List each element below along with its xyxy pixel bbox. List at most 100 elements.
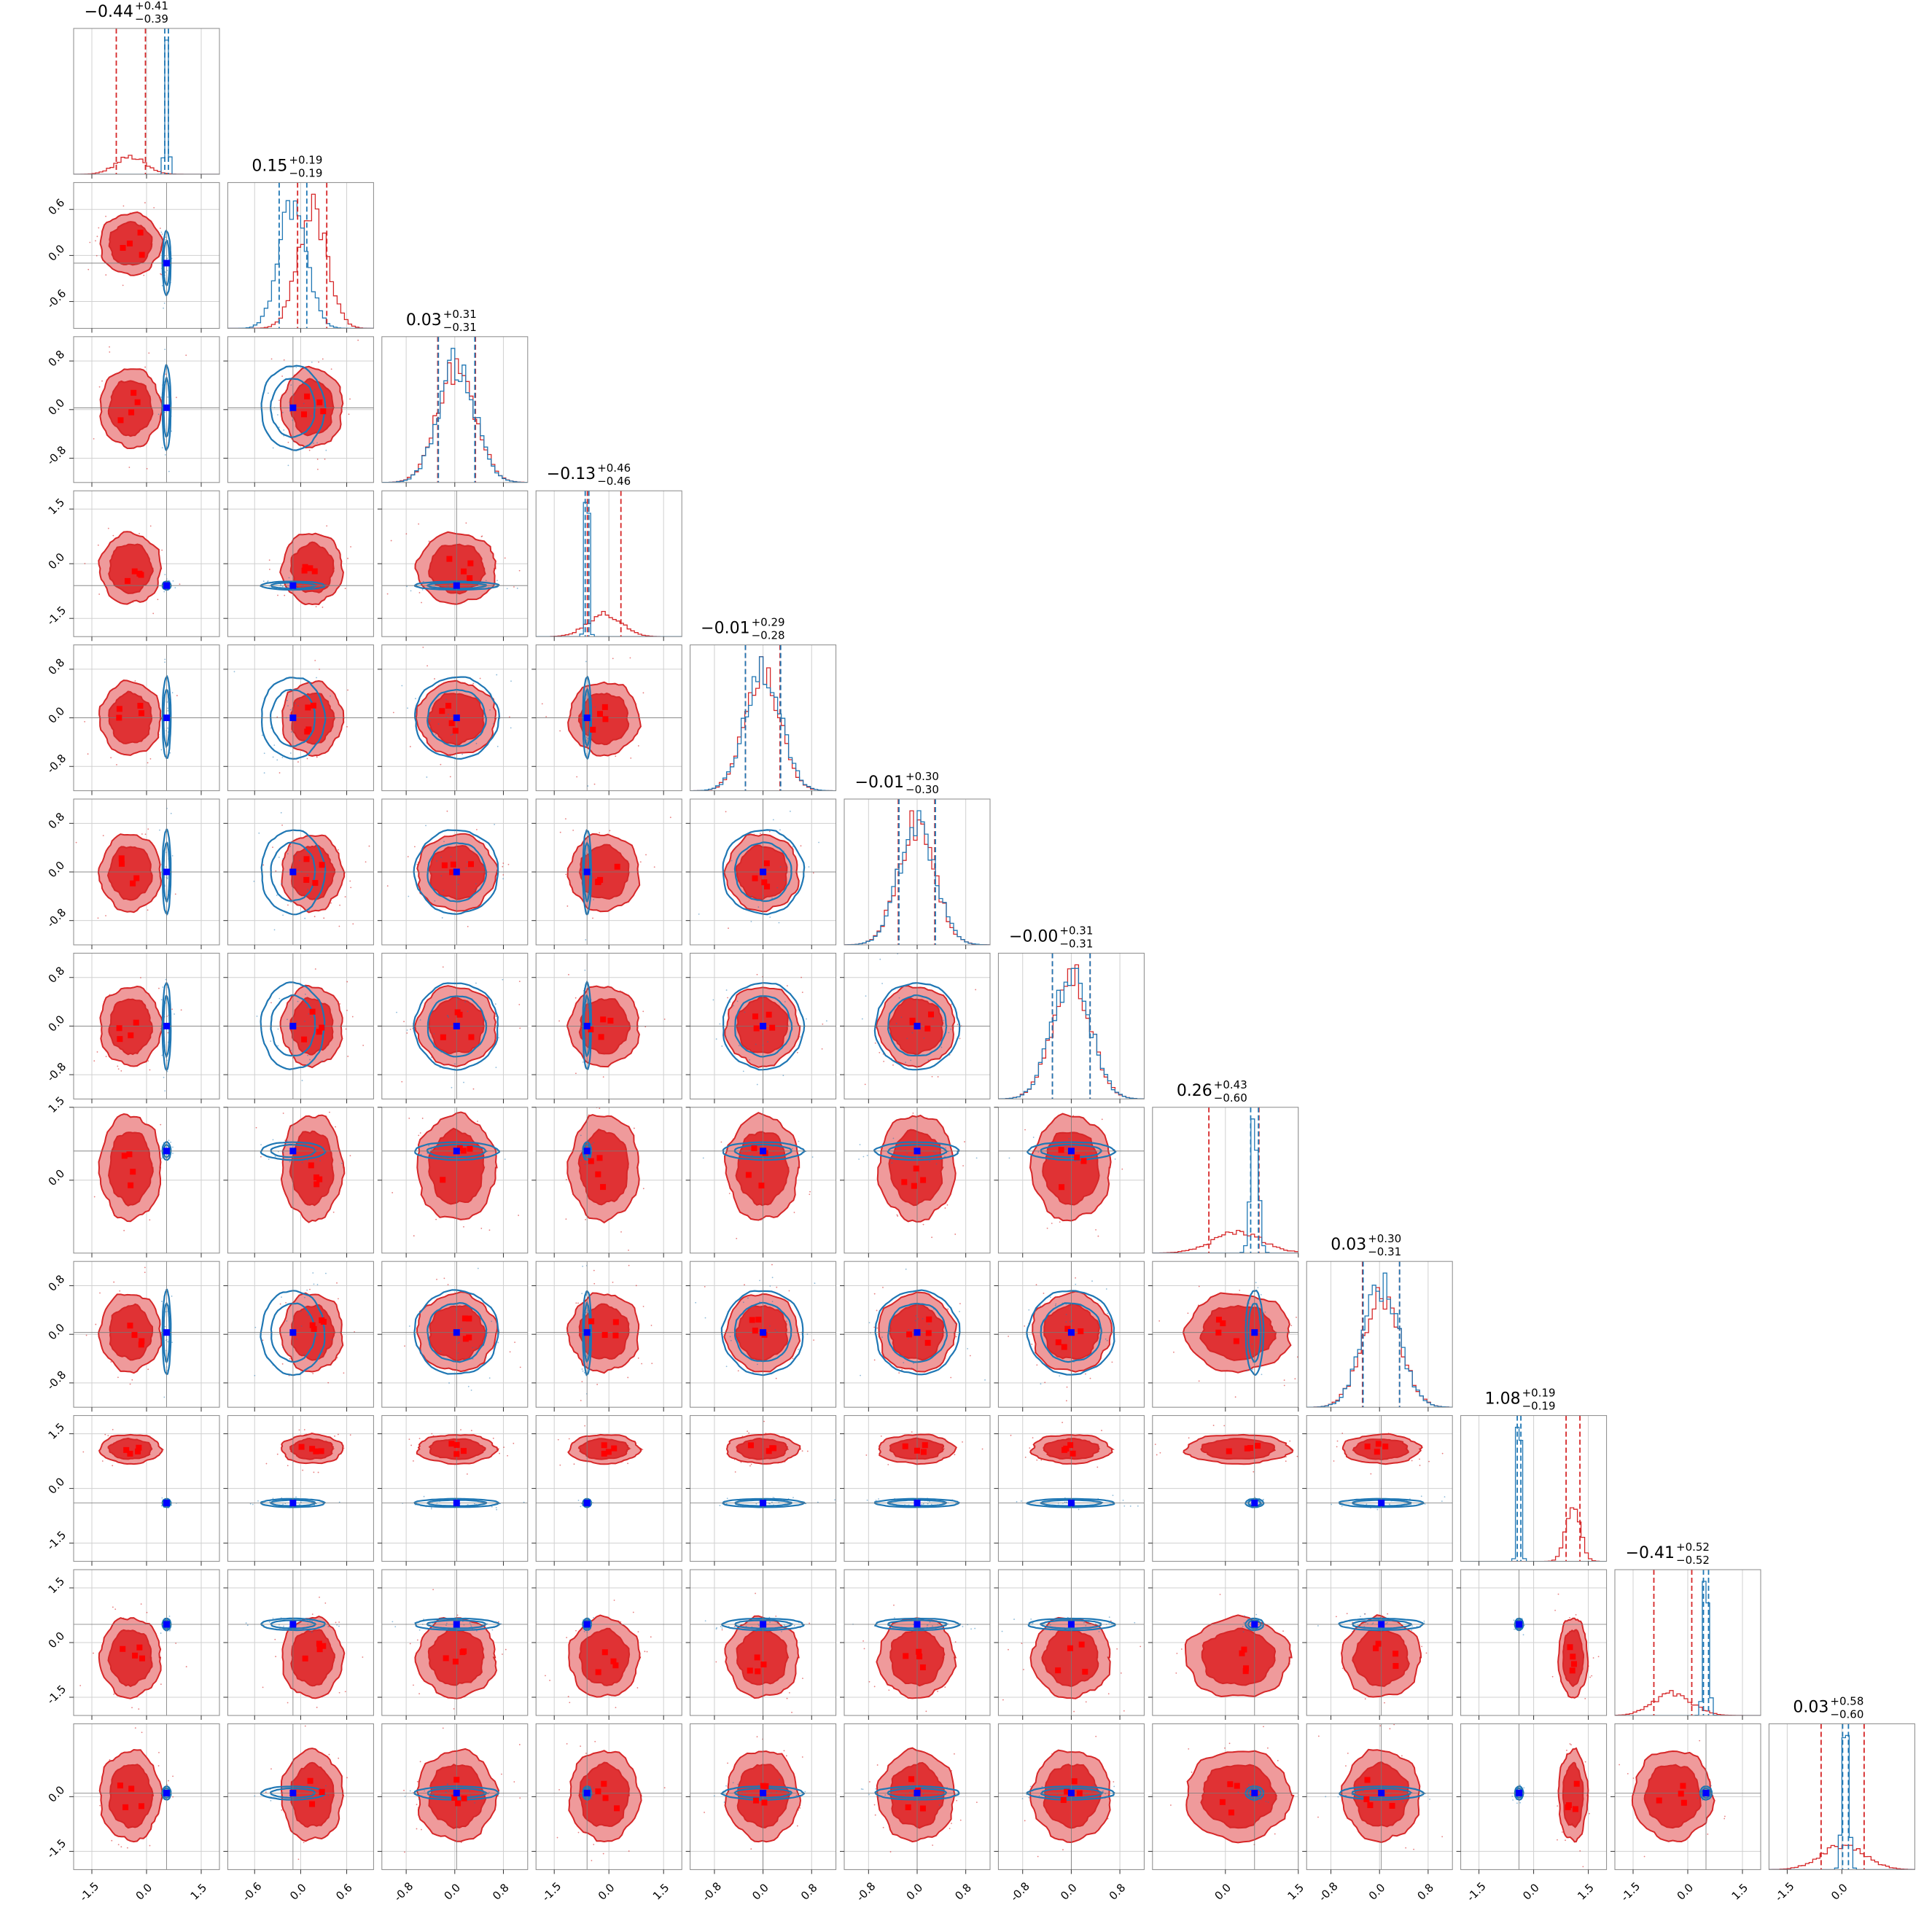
panel-content <box>998 1261 1145 1408</box>
sample-point <box>316 1707 318 1708</box>
sample-point <box>348 413 350 416</box>
sample-point <box>748 1432 750 1434</box>
sample-point <box>715 1038 717 1040</box>
sample-point <box>147 1368 149 1371</box>
red-histogram <box>536 610 682 637</box>
sample-point <box>460 1429 461 1430</box>
panel-content <box>536 953 682 1099</box>
sample-point <box>451 1086 453 1088</box>
sample-point <box>167 876 169 878</box>
sample-point <box>962 1441 963 1443</box>
sample-point <box>1419 1465 1421 1466</box>
sample-point <box>287 904 289 906</box>
sample-point <box>866 1499 868 1501</box>
sample-point <box>59 437 61 439</box>
sample-point <box>470 1355 472 1358</box>
blue-marker <box>163 1500 170 1507</box>
sample-point <box>954 1323 957 1325</box>
red-marker <box>117 1036 123 1043</box>
sample-point <box>779 866 782 868</box>
sample-point <box>628 1264 630 1266</box>
sample-point <box>95 240 96 242</box>
sample-point <box>325 449 327 451</box>
sample-point <box>392 1192 394 1193</box>
panel-content <box>844 1415 990 1562</box>
sample-point <box>630 757 632 759</box>
sample-point <box>806 1450 809 1452</box>
sample-point <box>457 1342 459 1344</box>
red-marker <box>1233 1338 1239 1344</box>
panel-content <box>536 799 682 945</box>
blue-contour-inner <box>270 1302 316 1363</box>
sample-point <box>281 1363 284 1365</box>
red-contour-inner <box>577 1438 631 1460</box>
sample-point <box>497 1037 499 1039</box>
sample-point <box>716 1627 717 1629</box>
sample-point <box>276 1453 278 1455</box>
sample-point <box>465 867 467 869</box>
sample-point <box>897 1215 899 1217</box>
sample-point <box>270 358 273 360</box>
sample-point <box>747 1430 748 1433</box>
red-marker <box>133 875 140 881</box>
sample-point <box>287 464 289 467</box>
red-marker <box>309 1008 316 1015</box>
sample-point <box>516 588 518 589</box>
sample-point <box>453 1063 456 1065</box>
sample-point <box>746 852 748 854</box>
sample-point <box>448 1382 450 1384</box>
sample-point <box>170 812 172 814</box>
blue-marker <box>1251 1329 1258 1336</box>
sample-point <box>101 380 103 382</box>
sample-point <box>1296 1317 1297 1318</box>
sample-point <box>798 1140 800 1142</box>
sample-point <box>144 1271 146 1274</box>
sample-point <box>357 339 359 341</box>
sample-point <box>719 1505 721 1506</box>
red-marker <box>601 1442 607 1449</box>
sample-point <box>773 1158 775 1160</box>
red-marker <box>916 1654 923 1660</box>
sample-point <box>279 1303 281 1305</box>
sample-point <box>496 746 499 747</box>
title-median: 0.26 <box>1177 1082 1212 1100</box>
sample-point <box>1441 1500 1443 1503</box>
red-contour-inner <box>428 1438 486 1460</box>
red-marker <box>304 393 311 400</box>
panel-7-1: -0.80.00.8 <box>44 952 220 1104</box>
red-marker <box>769 1445 776 1452</box>
sample-point <box>311 1613 313 1615</box>
sample-point <box>507 863 510 865</box>
sample-point <box>954 1641 957 1643</box>
sample-point <box>170 1141 172 1143</box>
sample-point <box>316 442 318 444</box>
sample-point <box>1428 1460 1430 1462</box>
sample-point <box>315 1158 317 1161</box>
red-marker <box>466 1315 472 1322</box>
sample-point <box>530 698 531 699</box>
sample-point <box>954 1454 956 1456</box>
sample-point <box>149 1219 151 1221</box>
sample-point <box>796 1051 798 1053</box>
sample-point <box>932 1625 933 1627</box>
sample-point <box>759 833 761 835</box>
sample-point <box>330 695 331 697</box>
sample-point <box>246 1624 249 1627</box>
panel-8-5 <box>685 1107 837 1258</box>
sample-point <box>295 1021 297 1023</box>
red-marker <box>1364 1443 1371 1449</box>
sample-point <box>75 841 77 844</box>
sample-point <box>755 1592 756 1594</box>
title-lower-error: −0.39 <box>135 12 168 26</box>
sample-point <box>1085 1701 1087 1703</box>
sample-point <box>390 540 392 542</box>
sample-point <box>89 241 91 244</box>
red-marker <box>755 1317 762 1323</box>
sample-point <box>910 1142 912 1145</box>
sample-point <box>1083 1621 1085 1624</box>
sample-point <box>1242 1631 1244 1633</box>
sample-point <box>104 1433 106 1436</box>
red-marker <box>920 1177 927 1183</box>
panel-11-6 <box>840 1569 991 1720</box>
sample-point <box>337 849 339 851</box>
